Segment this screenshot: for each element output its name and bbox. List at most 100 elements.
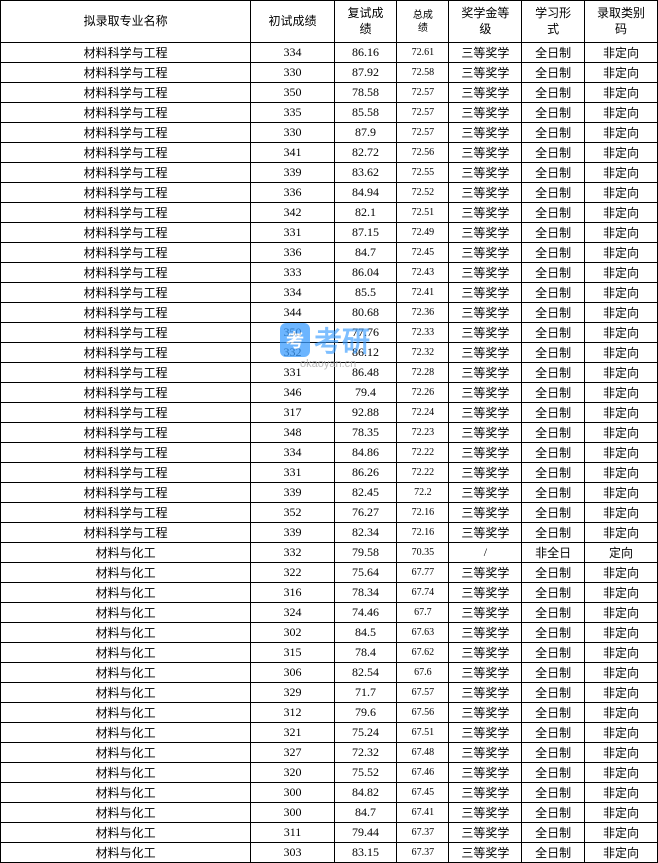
cell-total: 72.22 xyxy=(397,463,449,483)
cell-retest: 79.6 xyxy=(334,703,397,723)
table-row: 材料科学与工程33684.772.45三等奖学全日制非定向 xyxy=(1,243,658,263)
cell-study: 全日制 xyxy=(522,303,585,323)
cell-retest: 82.1 xyxy=(334,203,397,223)
cell-admit: 非定向 xyxy=(584,703,657,723)
table-row: 材料科学与工程33485.572.41三等奖学全日制非定向 xyxy=(1,283,658,303)
cell-scholarship: 三等奖学 xyxy=(449,83,522,103)
cell-major: 材料科学与工程 xyxy=(1,103,251,123)
cell-retest: 87.92 xyxy=(334,63,397,83)
cell-study: 全日制 xyxy=(522,443,585,463)
cell-scholarship: 三等奖学 xyxy=(449,403,522,423)
cell-study: 全日制 xyxy=(522,403,585,423)
cell-total: 67.37 xyxy=(397,823,449,843)
cell-admit: 非定向 xyxy=(584,243,657,263)
table-row: 材料与化工33279.5870.35/非全日定向 xyxy=(1,543,658,563)
cell-scholarship: 三等奖学 xyxy=(449,383,522,403)
table-row: 材料与化工31678.3467.74三等奖学全日制非定向 xyxy=(1,583,658,603)
cell-admit: 非定向 xyxy=(584,403,657,423)
table-row: 材料科学与工程35078.5872.57三等奖学全日制非定向 xyxy=(1,83,658,103)
cell-major: 材料科学与工程 xyxy=(1,463,251,483)
cell-study: 全日制 xyxy=(522,183,585,203)
cell-retest: 71.7 xyxy=(334,683,397,703)
cell-scholarship: 三等奖学 xyxy=(449,463,522,483)
cell-scholarship: 三等奖学 xyxy=(449,723,522,743)
cell-total: 67.62 xyxy=(397,643,449,663)
table-row: 材料科学与工程33982.3472.16三等奖学全日制非定向 xyxy=(1,523,658,543)
cell-initial: 342 xyxy=(251,203,334,223)
cell-initial: 329 xyxy=(251,683,334,703)
cell-study: 全日制 xyxy=(522,343,585,363)
cell-admit: 非定向 xyxy=(584,203,657,223)
cell-initial: 333 xyxy=(251,263,334,283)
cell-major: 材料科学与工程 xyxy=(1,63,251,83)
cell-initial: 332 xyxy=(251,343,334,363)
cell-study: 全日制 xyxy=(522,43,585,63)
cell-major: 材料科学与工程 xyxy=(1,423,251,443)
cell-admit: 非定向 xyxy=(584,723,657,743)
cell-study: 全日制 xyxy=(522,463,585,483)
cell-scholarship: 三等奖学 xyxy=(449,803,522,823)
cell-scholarship: 三等奖学 xyxy=(449,483,522,503)
cell-admit: 非定向 xyxy=(584,443,657,463)
cell-scholarship: 三等奖学 xyxy=(449,103,522,123)
cell-retest: 86.12 xyxy=(334,343,397,363)
cell-initial: 320 xyxy=(251,763,334,783)
cell-admit: 非定向 xyxy=(584,83,657,103)
table-row: 材料科学与工程35077.7672.33三等奖学全日制非定向 xyxy=(1,323,658,343)
cell-initial: 348 xyxy=(251,423,334,443)
table-row: 材料科学与工程33484.8672.22三等奖学全日制非定向 xyxy=(1,443,658,463)
cell-initial: 331 xyxy=(251,463,334,483)
cell-total: 72.24 xyxy=(397,403,449,423)
cell-major: 材料与化工 xyxy=(1,723,251,743)
cell-total: 67.46 xyxy=(397,763,449,783)
cell-scholarship: 三等奖学 xyxy=(449,283,522,303)
cell-initial: 346 xyxy=(251,383,334,403)
cell-major: 材料与化工 xyxy=(1,783,251,803)
cell-total: 72.43 xyxy=(397,263,449,283)
cell-admit: 非定向 xyxy=(584,623,657,643)
cell-admit: 非定向 xyxy=(584,163,657,183)
cell-total: 67.7 xyxy=(397,603,449,623)
table-row: 材料与化工32175.2467.51三等奖学全日制非定向 xyxy=(1,723,658,743)
cell-retest: 72.32 xyxy=(334,743,397,763)
cell-major: 材料科学与工程 xyxy=(1,383,251,403)
cell-retest: 85.58 xyxy=(334,103,397,123)
cell-scholarship: 三等奖学 xyxy=(449,523,522,543)
table-row: 材料科学与工程33684.9472.52三等奖学全日制非定向 xyxy=(1,183,658,203)
cell-study: 全日制 xyxy=(522,483,585,503)
cell-major: 材料科学与工程 xyxy=(1,483,251,503)
cell-total: 67.74 xyxy=(397,583,449,603)
cell-major: 材料与化工 xyxy=(1,743,251,763)
cell-major: 材料科学与工程 xyxy=(1,223,251,243)
cell-study: 全日制 xyxy=(522,363,585,383)
cell-major: 材料与化工 xyxy=(1,603,251,623)
cell-total: 72.58 xyxy=(397,63,449,83)
table-row: 材料科学与工程33087.972.57三等奖学全日制非定向 xyxy=(1,123,658,143)
cell-initial: 350 xyxy=(251,83,334,103)
cell-initial: 335 xyxy=(251,103,334,123)
cell-total: 72.41 xyxy=(397,283,449,303)
cell-total: 67.57 xyxy=(397,683,449,703)
cell-retest: 84.5 xyxy=(334,623,397,643)
cell-retest: 76.27 xyxy=(334,503,397,523)
table-row: 材料与化工30682.5467.6三等奖学全日制非定向 xyxy=(1,663,658,683)
cell-retest: 79.58 xyxy=(334,543,397,563)
cell-initial: 321 xyxy=(251,723,334,743)
cell-admit: 非定向 xyxy=(584,503,657,523)
cell-admit: 非定向 xyxy=(584,343,657,363)
table-row: 材料与化工30383.1567.37三等奖学全日制非定向 xyxy=(1,843,658,863)
table-row: 材料科学与工程33186.2672.22三等奖学全日制非定向 xyxy=(1,463,658,483)
cell-retest: 84.7 xyxy=(334,243,397,263)
cell-scholarship: 三等奖学 xyxy=(449,643,522,663)
cell-initial: 339 xyxy=(251,523,334,543)
cell-scholarship: 三等奖学 xyxy=(449,763,522,783)
cell-retest: 78.35 xyxy=(334,423,397,443)
header-total: 总成绩 xyxy=(397,1,449,43)
cell-initial: 334 xyxy=(251,443,334,463)
cell-total: 72.55 xyxy=(397,163,449,183)
cell-admit: 非定向 xyxy=(584,363,657,383)
header-scholarship: 奖学金等级 xyxy=(449,1,522,43)
header-admit: 录取类别码 xyxy=(584,1,657,43)
cell-study: 全日制 xyxy=(522,643,585,663)
cell-admit: 非定向 xyxy=(584,103,657,123)
